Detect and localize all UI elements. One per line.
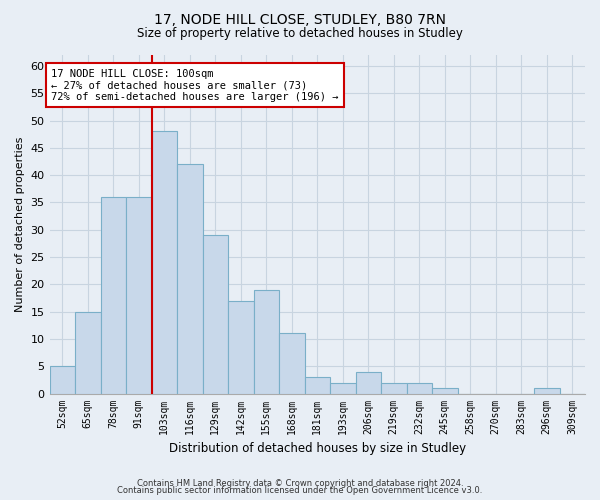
Bar bbox=[279, 334, 305, 394]
Text: Size of property relative to detached houses in Studley: Size of property relative to detached ho… bbox=[137, 28, 463, 40]
Bar bbox=[407, 382, 432, 394]
Bar bbox=[534, 388, 560, 394]
Text: Contains public sector information licensed under the Open Government Licence v3: Contains public sector information licen… bbox=[118, 486, 482, 495]
Bar bbox=[381, 382, 407, 394]
Bar bbox=[330, 382, 356, 394]
Bar bbox=[305, 377, 330, 394]
X-axis label: Distribution of detached houses by size in Studley: Distribution of detached houses by size … bbox=[169, 442, 466, 455]
Bar bbox=[152, 132, 177, 394]
Text: 17, NODE HILL CLOSE, STUDLEY, B80 7RN: 17, NODE HILL CLOSE, STUDLEY, B80 7RN bbox=[154, 12, 446, 26]
Bar bbox=[75, 312, 101, 394]
Bar bbox=[254, 290, 279, 394]
Bar bbox=[228, 300, 254, 394]
Bar bbox=[203, 235, 228, 394]
Bar bbox=[50, 366, 75, 394]
Bar bbox=[432, 388, 458, 394]
Text: 17 NODE HILL CLOSE: 100sqm
← 27% of detached houses are smaller (73)
72% of semi: 17 NODE HILL CLOSE: 100sqm ← 27% of deta… bbox=[51, 68, 338, 102]
Y-axis label: Number of detached properties: Number of detached properties bbox=[15, 136, 25, 312]
Bar bbox=[101, 197, 126, 394]
Bar bbox=[356, 372, 381, 394]
Bar bbox=[126, 197, 152, 394]
Bar bbox=[177, 164, 203, 394]
Text: Contains HM Land Registry data © Crown copyright and database right 2024.: Contains HM Land Registry data © Crown c… bbox=[137, 478, 463, 488]
